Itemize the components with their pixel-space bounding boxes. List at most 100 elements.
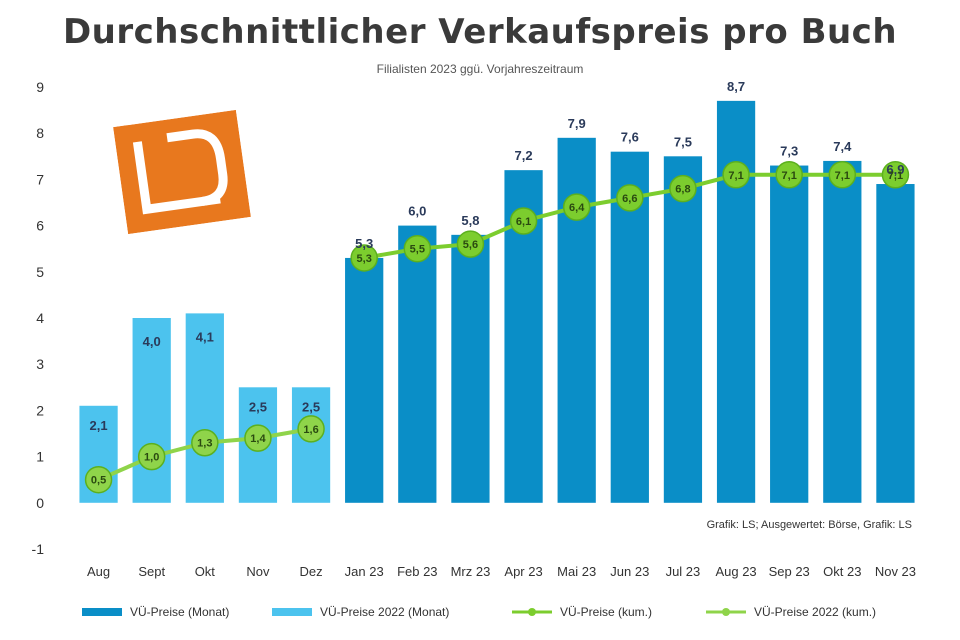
y-tick-label: 2 xyxy=(36,402,44,418)
legend-label: VÜ-Preise (Monat) xyxy=(130,605,229,619)
y-tick-label: 9 xyxy=(36,79,44,95)
point-value-label: 0,5 xyxy=(91,475,106,487)
legend-label: VÜ-Preise 2022 (Monat) xyxy=(320,605,449,619)
point-value-label: 5,3 xyxy=(357,253,372,265)
x-tick-label: Okt 23 xyxy=(823,564,861,579)
legend-label: VÜ-Preise (kum.) xyxy=(560,605,652,619)
line-series xyxy=(84,161,910,494)
line-point xyxy=(722,161,750,189)
y-tick-label: -1 xyxy=(32,541,45,557)
x-tick-label: Dez xyxy=(300,564,323,579)
line-point xyxy=(669,174,697,203)
x-tick-label: Nov 23 xyxy=(875,564,916,579)
legend-marker xyxy=(722,608,730,616)
y-tick-label: 7 xyxy=(36,171,44,187)
x-axis: Aug Sept Okt Nov Dez Jan 23 Feb 23 Mrz 23 Apr 23… xyxy=(87,564,916,579)
bar xyxy=(663,156,703,503)
y-axis: -1 0 1 2 3 4 5 6 7 8 9 xyxy=(32,79,45,557)
point-value-label: 7,1 xyxy=(835,170,850,182)
line-point xyxy=(775,161,803,189)
x-tick-label: Jul 23 xyxy=(666,564,701,579)
line-point xyxy=(403,234,432,263)
legend-label: VÜ-Preise 2022 (kum.) xyxy=(754,605,876,619)
point-value-label: 6,6 xyxy=(622,193,637,205)
x-tick-label: Apr 23 xyxy=(504,564,542,579)
bar-value-label: 7,2 xyxy=(515,148,533,163)
y-tick-label: 6 xyxy=(36,218,44,234)
legend: VÜ-Preise (Monat) VÜ-Preise 2022 (Monat) V… xyxy=(82,605,876,619)
bar-value-label: 7,9 xyxy=(568,116,586,131)
y-tick-label: 0 xyxy=(36,495,44,511)
point-value-label: 1,6 xyxy=(303,424,318,436)
point-value-label: 7,1 xyxy=(728,170,743,182)
legend-swatch xyxy=(82,608,122,616)
x-tick-label: Okt xyxy=(195,564,216,579)
bar xyxy=(132,318,171,503)
line-point xyxy=(562,193,591,221)
source-note: Grafik: LS; Ausgewertet: Börse, Grafik: … xyxy=(707,519,912,531)
y-tick-label: 3 xyxy=(36,356,44,372)
bar-value-label: 6,0 xyxy=(408,204,426,219)
line-point xyxy=(84,465,113,494)
line-point xyxy=(191,428,219,457)
data-labels: 5,3 6,0 5,8 7,2 7,9 7,6 7,5 8,7 7,3 7,4 6,9 2,1 4,0 4… xyxy=(90,79,905,487)
bar xyxy=(770,165,809,503)
bar-value-label: 7,5 xyxy=(674,134,692,149)
x-tick-label: Mai 23 xyxy=(557,564,596,579)
bar xyxy=(398,225,437,503)
line-point xyxy=(509,207,538,235)
point-value-label: 5,5 xyxy=(410,244,425,256)
x-tick-label: Sept xyxy=(138,564,165,579)
bar-value-label: 5,8 xyxy=(461,213,479,228)
y-tick-label: 8 xyxy=(36,125,44,141)
x-tick-label: Aug xyxy=(87,564,110,579)
line-point xyxy=(828,161,857,189)
line-point xyxy=(456,230,485,258)
bar xyxy=(451,234,490,503)
bar-value-label: 2,5 xyxy=(302,399,320,414)
bar xyxy=(557,137,596,503)
point-value-label: 5,6 xyxy=(463,239,478,251)
x-tick-label: Jun 23 xyxy=(610,564,649,579)
line-point xyxy=(137,442,166,471)
bar xyxy=(345,257,384,503)
bar-value-label: 2,1 xyxy=(90,418,108,433)
bar-value-label: 4,0 xyxy=(143,334,161,349)
x-tick-label: Sep 23 xyxy=(769,564,810,579)
point-value-label: 7,1 xyxy=(888,170,903,182)
line-point xyxy=(350,244,378,272)
y-tick-label: 4 xyxy=(36,310,44,326)
line-point xyxy=(244,424,272,452)
bar-value-label: 7,4 xyxy=(833,139,852,154)
bar xyxy=(291,387,331,503)
bar xyxy=(185,313,224,503)
point-value-label: 6,8 xyxy=(675,184,690,196)
bar-value-label: 8,7 xyxy=(727,79,745,94)
bar-value-label: 7,6 xyxy=(621,130,639,145)
bar-value-label: 6,9 xyxy=(886,162,904,177)
line-point xyxy=(297,415,325,443)
bar-value-label: 2,5 xyxy=(249,399,267,414)
point-value-label: 7,1 xyxy=(782,170,797,182)
bar-value-label: 7,3 xyxy=(780,144,798,159)
x-tick-label: Jan 23 xyxy=(345,564,384,579)
y-tick-label: 5 xyxy=(36,264,44,280)
chart-subtitle: Filialisten 2023 ggü. Vorjahreszeitraum xyxy=(376,62,584,76)
brand-logo-icon xyxy=(113,109,251,235)
line-point xyxy=(881,161,910,189)
chart-title: Durchschnittlicher Verkaufspreis pro Buc… xyxy=(62,12,898,52)
y-tick-label: 1 xyxy=(36,449,44,465)
bar-value-label: 4,1 xyxy=(196,329,214,344)
x-tick-label: Feb 23 xyxy=(397,564,437,579)
x-tick-label: Mrz 23 xyxy=(451,564,491,579)
x-tick-label: Aug 23 xyxy=(715,564,756,579)
point-value-label: 1,0 xyxy=(144,452,159,464)
x-tick-label: Nov xyxy=(246,564,270,579)
point-value-label: 1,3 xyxy=(197,438,212,450)
legend-marker xyxy=(528,608,536,616)
point-value-label: 6,4 xyxy=(569,202,585,214)
bar xyxy=(823,160,862,503)
line-point xyxy=(616,184,644,212)
bar-value-label: 5,3 xyxy=(355,236,373,251)
